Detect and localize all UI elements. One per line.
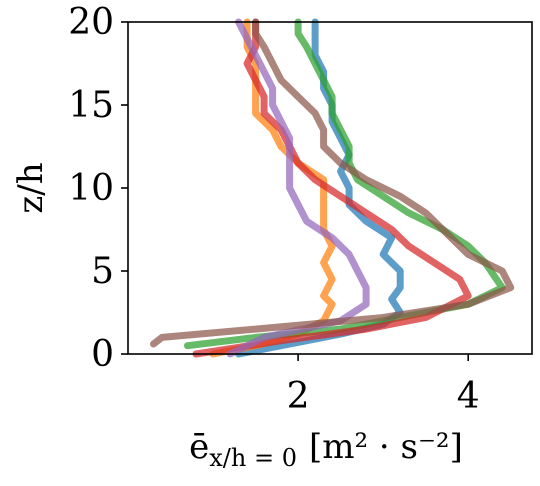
x-tick-label: 4 bbox=[457, 376, 480, 417]
y-tick-label: 0 bbox=[91, 334, 114, 375]
axis-ticks: 0 5 10 15 20 2 4 bbox=[68, 2, 479, 417]
x-axis-label: ēx/h = 0 [m² · s⁻²] bbox=[189, 427, 463, 472]
y-tick-label: 15 bbox=[68, 85, 114, 126]
series-lines bbox=[150, 18, 515, 358]
y-tick-label: 10 bbox=[68, 168, 114, 209]
x-axis-label-sub: x/h = 0 bbox=[209, 444, 297, 472]
y-axis-label: z/h bbox=[11, 162, 51, 213]
series-line-5 bbox=[226, 18, 370, 358]
y-tick-label: 5 bbox=[91, 251, 114, 292]
y-tick-label: 20 bbox=[68, 2, 114, 43]
x-axis-label-units: [m² · s⁻²] bbox=[309, 427, 463, 467]
x-tick-label: 2 bbox=[287, 376, 310, 417]
series-line-6 bbox=[150, 18, 515, 348]
series-line-2 bbox=[209, 18, 336, 358]
x-axis-label-main: ē bbox=[189, 427, 209, 467]
